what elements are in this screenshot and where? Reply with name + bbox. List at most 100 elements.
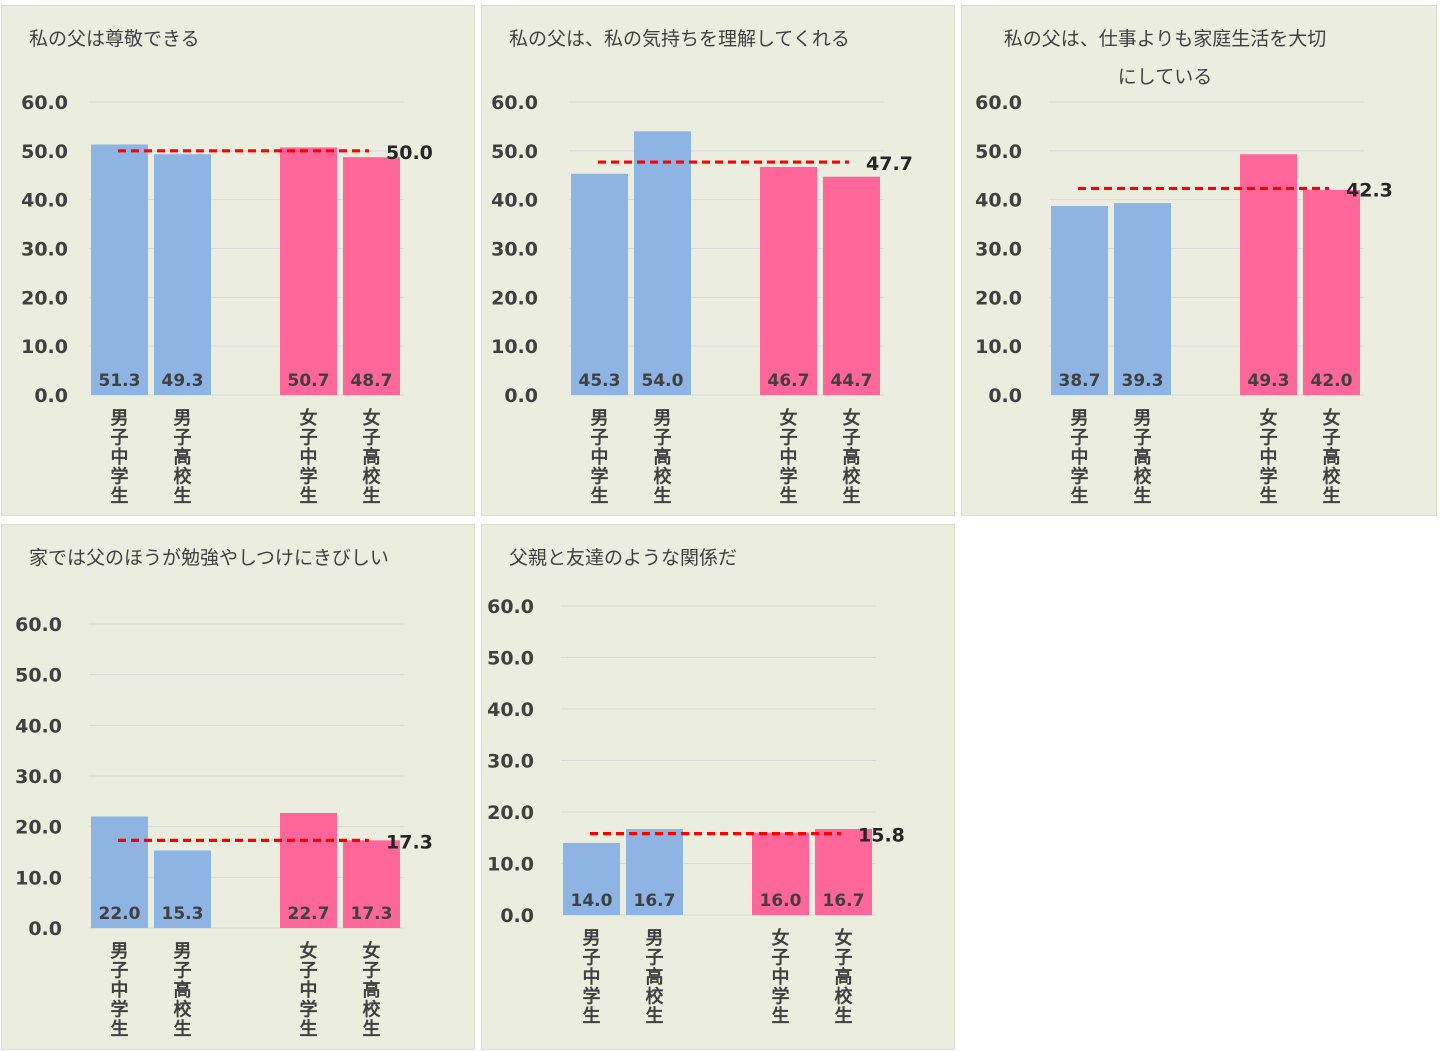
category-char: 校 bbox=[1134, 466, 1153, 488]
category-char: 男 bbox=[174, 408, 192, 429]
bar bbox=[563, 842, 620, 915]
category-char: 子 bbox=[835, 948, 853, 969]
y-tick-label: 60.0 bbox=[491, 92, 538, 114]
category-char: 生 bbox=[1134, 485, 1152, 507]
category-char: 高 bbox=[174, 979, 192, 1001]
y-tick-label: 60.0 bbox=[487, 596, 534, 618]
y-tick-label: 50.0 bbox=[15, 665, 62, 687]
data-label: 22.0 bbox=[99, 904, 141, 924]
data-label: 50.7 bbox=[288, 371, 330, 391]
data-label: 49.3 bbox=[1248, 371, 1290, 391]
category-char: 子 bbox=[174, 428, 192, 449]
y-tick-label: 60.0 bbox=[15, 614, 62, 636]
category-label: 女子中学生 bbox=[1260, 407, 1278, 507]
category-label: 男子中学生 bbox=[591, 408, 609, 507]
category-char: 子 bbox=[780, 428, 798, 449]
category-label: 男子中学生 bbox=[111, 408, 129, 507]
category-char: 学 bbox=[780, 466, 798, 488]
category-char: 高 bbox=[1134, 446, 1152, 468]
y-tick-label: 50.0 bbox=[487, 648, 534, 670]
bar bbox=[823, 176, 880, 395]
data-label: 14.0 bbox=[571, 891, 613, 911]
category-char: 女 bbox=[300, 940, 318, 962]
category-char: 男 bbox=[111, 941, 129, 962]
category-char: 校 bbox=[174, 999, 193, 1021]
data-label: 44.7 bbox=[831, 371, 873, 391]
data-label: 16.7 bbox=[634, 891, 676, 911]
y-tick-label: 30.0 bbox=[21, 239, 68, 261]
bar bbox=[280, 147, 337, 395]
category-char: 子 bbox=[363, 961, 381, 982]
y-tick-label: 10.0 bbox=[491, 336, 538, 358]
bar bbox=[1051, 206, 1108, 395]
category-char: 高 bbox=[363, 446, 381, 468]
category-char: 女 bbox=[843, 407, 861, 429]
data-label: 42.0 bbox=[1311, 371, 1353, 391]
y-tick-label: 40.0 bbox=[21, 190, 68, 212]
y-tick-label: 0.0 bbox=[28, 918, 62, 940]
category-char: 生 bbox=[772, 1005, 790, 1027]
data-label: 38.7 bbox=[1059, 371, 1101, 391]
average-label: 50.0 bbox=[386, 142, 433, 164]
category-char: 男 bbox=[1071, 408, 1089, 429]
category-char: 子 bbox=[111, 428, 129, 449]
category-char: 学 bbox=[300, 999, 318, 1021]
category-char: 生 bbox=[1071, 485, 1089, 507]
data-label: 16.0 bbox=[760, 891, 802, 911]
y-tick-label: 20.0 bbox=[491, 287, 538, 309]
bar-chart-strict: 0.0 10.0 20.0 30.0 40.0 50.0 60.0 22.0 男子中学生 15.3… bbox=[15, 614, 433, 1040]
category-char: 子 bbox=[300, 428, 318, 449]
category-char: 生 bbox=[174, 485, 192, 507]
bar bbox=[626, 828, 683, 915]
category-char: 生 bbox=[300, 485, 318, 507]
category-char: 子 bbox=[1134, 428, 1152, 449]
category-char: 女 bbox=[835, 927, 853, 949]
average-label: 15.8 bbox=[858, 825, 905, 847]
category-char: 生 bbox=[591, 485, 609, 507]
category-char: 校 bbox=[654, 466, 673, 488]
category-char: 女 bbox=[772, 927, 790, 949]
category-char: 生 bbox=[300, 1018, 318, 1040]
bar bbox=[1114, 203, 1171, 395]
category-char: 男 bbox=[591, 408, 609, 429]
chart-title: 私の父は、仕事よりも家庭生活を大切 にしている bbox=[1003, 28, 1327, 88]
y-tick-label: 50.0 bbox=[21, 141, 68, 163]
category-char: 生 bbox=[363, 485, 381, 507]
category-char: 中 bbox=[780, 446, 798, 468]
chart-panel-understand: 私の父は、私の気持ちを理解してくれる 0.0 10.0 20.0 30.0 40.0 50… bbox=[481, 5, 955, 516]
y-tick-label: 20.0 bbox=[487, 802, 534, 824]
category-char: 子 bbox=[843, 428, 861, 449]
category-char: 男 bbox=[583, 928, 601, 949]
bar-chart-friends: 0.0 10.0 20.0 30.0 40.0 50.0 60.0 14.0 男子中学生 16.7… bbox=[487, 596, 905, 1027]
category-char: 生 bbox=[1260, 485, 1278, 507]
y-tick-label: 20.0 bbox=[975, 287, 1022, 309]
category-char: 中 bbox=[591, 446, 609, 468]
y-tick-label: 20.0 bbox=[15, 817, 62, 839]
category-char: 子 bbox=[1260, 428, 1278, 449]
category-char: 生 bbox=[174, 1018, 192, 1040]
data-label: 48.7 bbox=[351, 371, 393, 391]
category-char: 生 bbox=[646, 1005, 664, 1027]
chart-title: 家では父のほうが勉強やしつけにきびしい bbox=[29, 547, 389, 569]
bar-chart-respect: 0.0 10.0 20.0 30.0 40.0 50.0 60.0 51.3 男子中学生 49.3… bbox=[21, 92, 433, 507]
category-char: 女 bbox=[300, 407, 318, 429]
average-label: 47.7 bbox=[866, 153, 913, 175]
category-char: 生 bbox=[1323, 485, 1341, 507]
category-label: 女子中学生 bbox=[300, 940, 318, 1040]
data-label: 49.3 bbox=[162, 371, 204, 391]
category-char: 学 bbox=[772, 986, 790, 1008]
y-tick-label: 10.0 bbox=[975, 336, 1022, 358]
y-tick-label: 30.0 bbox=[15, 766, 62, 788]
category-char: 子 bbox=[300, 961, 318, 982]
category-char: 子 bbox=[1323, 428, 1341, 449]
bar-chart-family-first: 0.0 10.0 20.0 30.0 40.0 50.0 60.0 38.7 男子中学生 39.3… bbox=[975, 92, 1393, 507]
y-tick-label: 10.0 bbox=[15, 867, 62, 889]
bar bbox=[752, 832, 809, 915]
category-char: 高 bbox=[654, 446, 672, 468]
category-char: 女 bbox=[1260, 407, 1278, 429]
category-char: 子 bbox=[772, 948, 790, 969]
category-label: 女子中学生 bbox=[780, 407, 798, 507]
category-char: 校 bbox=[1323, 466, 1342, 488]
data-label: 22.7 bbox=[288, 904, 330, 924]
bar bbox=[1303, 189, 1360, 395]
